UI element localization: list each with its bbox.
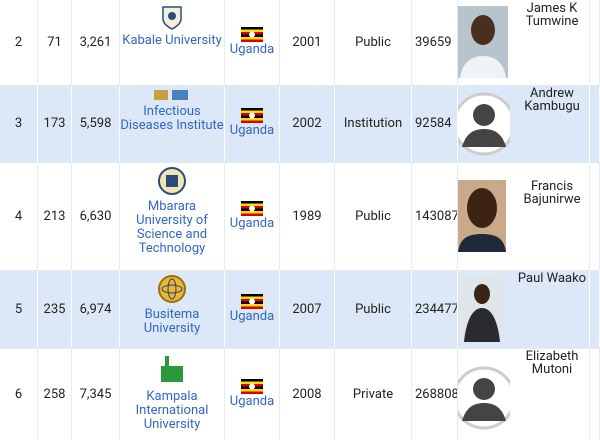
university-logo xyxy=(154,90,188,100)
row-divider xyxy=(0,85,600,86)
rank-world: 213 xyxy=(38,162,72,270)
flag-icon xyxy=(241,200,263,216)
cell-edge xyxy=(590,85,600,162)
university-name[interactable]: Busitema University xyxy=(143,307,201,336)
rank-global: 6,630 xyxy=(72,162,120,270)
avatar-placeholder xyxy=(458,92,510,156)
university-logo xyxy=(158,167,186,195)
university-name[interactable]: Infectious Diseases Institute xyxy=(120,104,224,133)
photo-cell xyxy=(458,270,515,348)
table-row: 5 235 6,974 Busitema University Uganda 2… xyxy=(0,270,600,348)
type: Public xyxy=(335,270,412,348)
rank: 6 xyxy=(0,348,38,440)
country-name[interactable]: Uganda xyxy=(229,42,275,57)
cell-edge xyxy=(590,162,600,270)
country-name[interactable]: Uganda xyxy=(229,123,275,138)
rank-global: 6,974 xyxy=(72,270,120,348)
person-photo xyxy=(458,276,502,342)
year: 2002 xyxy=(280,85,335,162)
person-name[interactable]: Andrew Kambugu xyxy=(515,85,590,162)
rank-world: 71 xyxy=(38,0,72,85)
flag-icon xyxy=(241,108,263,123)
id-number: 143087 xyxy=(412,162,458,270)
person-photo xyxy=(458,6,508,78)
cell-edge xyxy=(590,0,600,85)
rank-global: 3,261 xyxy=(72,0,120,85)
flag-icon xyxy=(241,27,263,42)
person-name[interactable]: Elizabeth Mutoni xyxy=(515,348,590,440)
rank-world: 258 xyxy=(38,348,72,440)
avatar-placeholder xyxy=(458,366,510,430)
year: 2007 xyxy=(280,270,335,348)
year: 2001 xyxy=(280,0,335,85)
rank: 2 xyxy=(0,0,38,85)
university-cell: Busitema University xyxy=(120,270,225,348)
university-logo xyxy=(158,275,186,303)
id-number: 39659 xyxy=(412,0,458,85)
university-cell: Infectious Diseases Institute xyxy=(120,85,225,162)
row-divider xyxy=(0,162,600,163)
id-number: 234477 xyxy=(412,270,458,348)
university-cell: Mbarara University of Science and Techno… xyxy=(120,162,225,270)
year: 2008 xyxy=(280,348,335,440)
country-cell: Uganda xyxy=(225,348,280,440)
rank: 3 xyxy=(0,85,38,162)
table-row: 3 173 5,598 Infectious Diseases Institut… xyxy=(0,85,600,162)
cell-edge xyxy=(590,348,600,440)
flag-icon xyxy=(241,378,263,394)
photo-cell xyxy=(458,348,515,440)
row-divider xyxy=(0,270,600,271)
country-cell: Uganda xyxy=(225,270,280,348)
university-name[interactable]: Kampala International University xyxy=(135,389,209,432)
university-name[interactable]: Kabale University xyxy=(122,33,222,48)
table-row: 2 71 3,261 Kabale University Uganda 2001… xyxy=(0,0,600,85)
rank-world: 235 xyxy=(38,270,72,348)
table-row: 4 213 6,630 Mbarara University of Scienc… xyxy=(0,162,600,270)
photo-cell xyxy=(458,85,515,162)
rank-global: 7,345 xyxy=(72,348,120,440)
rank-global: 5,598 xyxy=(72,85,120,162)
university-name[interactable]: Mbarara University of Science and Techno… xyxy=(136,199,208,256)
id-number: 268808 xyxy=(412,348,458,440)
university-logo xyxy=(162,6,182,30)
photo-cell xyxy=(458,162,515,270)
photo-cell xyxy=(458,0,515,85)
country-cell: Uganda xyxy=(225,162,280,270)
university-cell: Kampala International University xyxy=(120,348,225,440)
person-photo xyxy=(458,180,506,252)
rank-world: 173 xyxy=(38,85,72,162)
type: Public xyxy=(335,162,412,270)
id-number: 92584 xyxy=(412,85,458,162)
rank: 4 xyxy=(0,162,38,270)
university-logo xyxy=(159,354,185,384)
country-name[interactable]: Uganda xyxy=(229,308,275,324)
type: Public xyxy=(335,0,412,85)
country-cell: Uganda xyxy=(225,85,280,162)
person-name[interactable]: James K Tumwine xyxy=(515,0,590,85)
country-name[interactable]: Uganda xyxy=(229,393,275,409)
country-name[interactable]: Uganda xyxy=(229,215,275,231)
table-row: 6 258 7,345 Kampala International Univer… xyxy=(0,348,600,440)
country-cell: Uganda xyxy=(225,0,280,85)
type: Private xyxy=(335,348,412,440)
cell-edge xyxy=(590,270,600,348)
row-divider xyxy=(0,348,600,349)
person-name[interactable]: Francis Bajunirwe xyxy=(515,162,590,270)
person-name[interactable]: Paul Waako xyxy=(515,270,590,348)
type: Institution xyxy=(335,85,412,162)
university-cell: Kabale University xyxy=(120,0,225,85)
year: 1989 xyxy=(280,162,335,270)
flag-icon xyxy=(241,293,263,309)
rank: 5 xyxy=(0,270,38,348)
